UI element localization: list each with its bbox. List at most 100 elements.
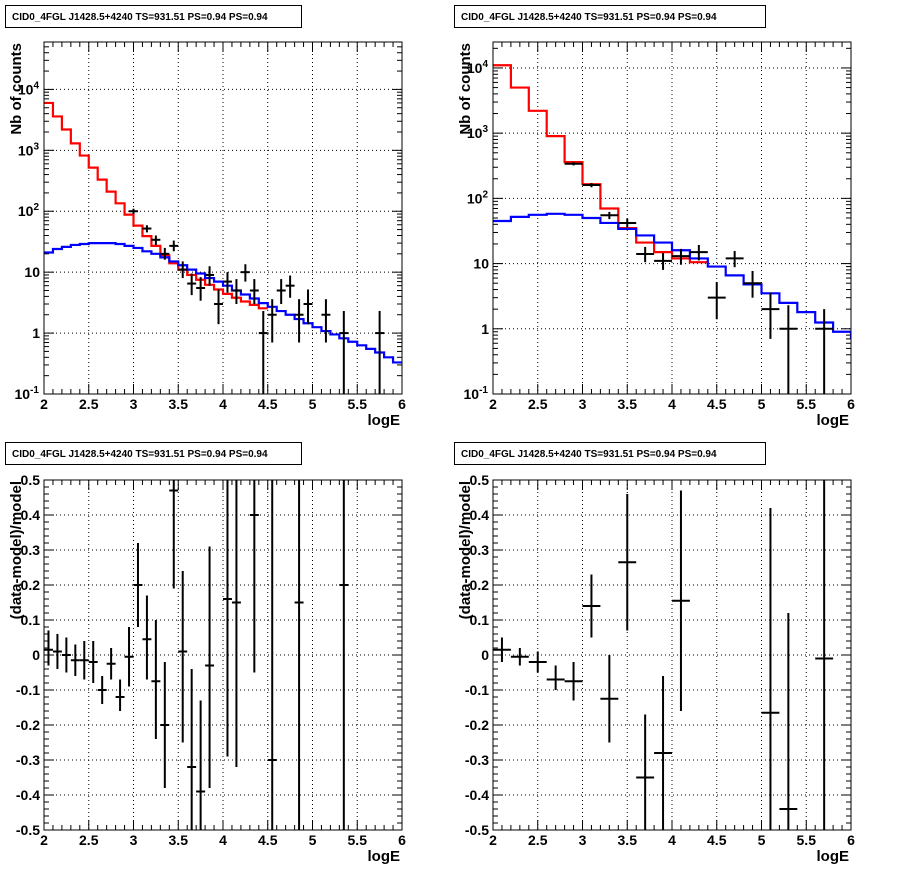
y-tick-label: 103 (467, 124, 489, 141)
y-tick-label: -0.2 (16, 717, 40, 733)
data-point (231, 480, 241, 767)
y-tick-label: 0.3 (21, 542, 41, 558)
data-point (79, 641, 89, 680)
data-point (564, 662, 583, 701)
data-point (151, 235, 161, 245)
chart-top-left: 2 2.5 3 3.5 4 4.5 5 5.5 6 10-1 1 10 102 103 104 logE Nb … (8, 41, 406, 429)
x-tick-label: 5 (309, 396, 317, 412)
x-tick-label: 5.5 (797, 396, 817, 412)
data-point (815, 480, 834, 830)
axis-ticks (492, 479, 852, 831)
data-point (142, 225, 152, 233)
y-tick-label: 103 (18, 141, 40, 158)
y-tick-label: -0.2 (465, 717, 489, 733)
y-tick-label: 0.2 (21, 577, 41, 593)
x-tick-label: 4.5 (258, 396, 278, 412)
pad-bottom-right: CID0_4FGL J1428.5+4240 TS=931.51 PS=0.94… (449, 437, 898, 875)
plot-frame (492, 479, 852, 831)
data-point (106, 648, 116, 680)
data-point (267, 299, 277, 343)
data-point (761, 508, 780, 830)
data-point (339, 480, 349, 830)
data-point (779, 613, 798, 830)
data-point (129, 208, 138, 215)
x-tick-label: 4 (219, 396, 227, 412)
axis-ticks (492, 42, 852, 395)
y-tick-label: 0.1 (470, 612, 490, 628)
data-point (672, 248, 690, 265)
data-point (654, 253, 672, 270)
y-tick-label: 1 (32, 325, 40, 341)
x-tick-label: 4 (219, 832, 227, 848)
data-point (618, 494, 637, 631)
pad-bottom-left: CID0_4FGL J1428.5+4240 TS=931.51 PS=0.94… (0, 437, 449, 875)
plot-area (493, 64, 851, 394)
data-point (725, 250, 744, 268)
x-tick-label: 6 (847, 832, 855, 848)
data-point (169, 240, 179, 252)
chart-bottom-left: 2 2.5 3 3.5 4 4.5 5 5.5 6 -0.5 -0.4 -0.3 -0.2 -0.1 0 0.… (8, 472, 406, 865)
data-point (779, 305, 798, 394)
x-tick-label: 3.5 (169, 832, 189, 848)
y-tick-label: 0.4 (470, 507, 490, 523)
x-tick-label: 2.5 (79, 832, 99, 848)
x-tick-label: 6 (847, 396, 855, 412)
y-tick-label: -0.5 (16, 822, 40, 838)
y-axis-title: Nb of counts (457, 43, 474, 135)
data-point (223, 272, 232, 293)
y-tick-label: -0.3 (465, 752, 489, 768)
data-point (52, 634, 62, 669)
data-point (582, 183, 601, 188)
data-point (618, 218, 637, 228)
data-point (88, 641, 98, 683)
y-tick-label: 10 (24, 264, 40, 280)
x-tick-label: 3.5 (618, 396, 638, 412)
x-tick-label: 5.5 (348, 396, 368, 412)
data-point (205, 546, 215, 788)
data-point (689, 244, 708, 261)
pad-title: CID0_4FGL J1428.5+4240 TS=931.51 PS=0.94… (454, 442, 766, 465)
axis-ticks (43, 41, 403, 395)
y-tick-label: 102 (467, 189, 489, 206)
model-step-line (493, 212, 851, 339)
x-tick-label: 2.5 (528, 832, 548, 848)
data-point (70, 644, 80, 676)
y-tick-label: 0.5 (21, 472, 41, 488)
y-tick-label: -0.4 (465, 787, 489, 803)
y-tick-label: 10 (473, 256, 489, 272)
data-point (707, 282, 726, 320)
pad-title: CID0_4FGL J1428.5+4240 TS=931.51 PS=0.94… (5, 442, 302, 465)
plot-area (44, 101, 402, 394)
data-point (124, 627, 134, 687)
pad-title: CID0_4FGL J1428.5+4240 TS=931.51 PS=0.94… (454, 5, 766, 28)
x-tick-label: 2 (489, 832, 497, 848)
data-point (160, 247, 170, 260)
x-tick-label: 4 (668, 832, 676, 848)
y-tick-label: 0 (481, 647, 489, 663)
data-point (600, 211, 619, 220)
x-tick-label: 2 (489, 396, 497, 412)
plot-frame (43, 479, 403, 831)
data-point (169, 480, 179, 589)
data-point (672, 490, 690, 711)
data-point (97, 676, 107, 704)
y-tick-label: -0.1 (465, 682, 489, 698)
data-point (528, 651, 547, 673)
plot-frame (492, 41, 852, 395)
data-point (510, 648, 529, 666)
x-axis-title: logE (368, 412, 401, 429)
data-point (267, 480, 277, 830)
x-tick-label: 3 (579, 832, 587, 848)
data-point (240, 264, 250, 282)
data-point (285, 275, 295, 298)
x-tick-label: 3 (130, 832, 138, 848)
model-step-line (493, 64, 708, 264)
y-axis-title: (data-model)/model (8, 481, 25, 619)
x-axis-title: logE (817, 412, 850, 429)
data-point (582, 574, 601, 638)
y-tick-label: -0.5 (465, 822, 489, 838)
x-tick-label: 4.5 (258, 832, 278, 848)
plot-frame (43, 41, 403, 395)
x-tick-label: 5 (758, 396, 766, 412)
x-tick-label: 2.5 (79, 396, 99, 412)
